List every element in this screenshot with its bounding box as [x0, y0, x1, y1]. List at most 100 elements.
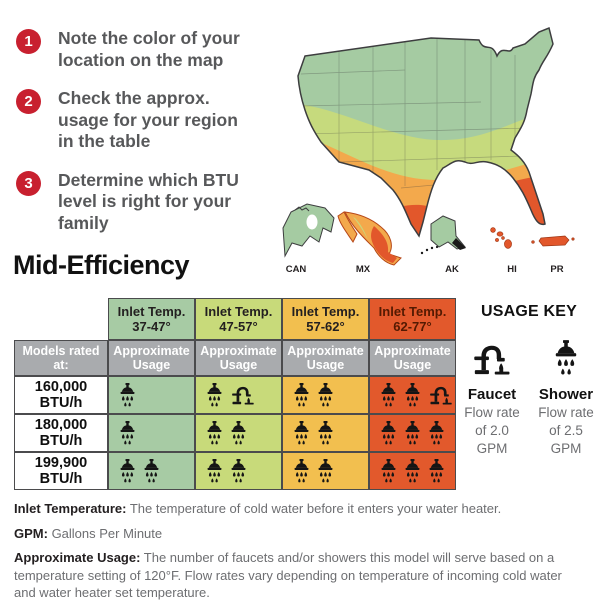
page-title: Mid-Efficiency: [13, 250, 190, 280]
usage-key-flow-line1: Flow rate: [464, 405, 520, 420]
model-label-cell: 160,000 BTU/h: [14, 376, 108, 414]
map-label-mx: MX: [355, 264, 371, 275]
inlet-temp-range: 57-62°: [306, 319, 345, 334]
state-borders: [300, 36, 530, 189]
step-number-badge: 1: [16, 29, 41, 54]
inlet-temp-header-cell: Inlet Temp. 47-57°: [195, 298, 282, 340]
model-label-cell: 180,000 BTU/h: [14, 414, 108, 452]
model-label-cell: 199,900 BTU/h: [14, 452, 108, 490]
shower-icon: [378, 421, 399, 446]
inlet-temp-header-cell: Inlet Temp. 37-47°: [108, 298, 195, 340]
shower-icon: [378, 459, 399, 484]
usage-key-flow-line1: Flow rate: [538, 405, 594, 420]
shower-icon: [228, 459, 249, 484]
usage-cell: [195, 376, 282, 414]
inlet-temp-label: Inlet Temp.: [204, 303, 273, 319]
shower-icon: [141, 459, 162, 484]
shower-icon: [204, 383, 225, 408]
approximate-usage-header-cell: Approximate Usage: [369, 340, 456, 376]
inlet-temp-range: 47-57°: [219, 319, 258, 334]
inlet-temp-label: Inlet Temp.: [117, 303, 186, 319]
climate-map: CAN MX AK HI PR: [281, 10, 597, 282]
shower-icon: [426, 421, 447, 446]
usage-key-icon-box: [471, 335, 513, 377]
shower-icon: [291, 383, 312, 408]
usage-cell: [195, 414, 282, 452]
footnote-text: Gallons Per Minute: [47, 525, 163, 541]
usage-key-item-faucet: Faucet Flow rate of 2.0 GPM: [458, 335, 526, 458]
faucet-icon: [471, 341, 513, 377]
shower-icon: [315, 383, 336, 408]
footnote-term: GPM:: [14, 525, 48, 541]
usage-cell: [195, 452, 282, 490]
usage-cell: [369, 414, 456, 452]
shower-icon: [291, 421, 312, 446]
footnote-text: The temperature of cold water before it …: [126, 501, 502, 516]
approximate-usage-header-cell: Approximate Usage: [282, 340, 369, 376]
inlet-temp-header-cell: Inlet Temp. 62-77°: [369, 298, 456, 340]
inlet-temp-label: Inlet Temp.: [291, 303, 360, 319]
step-text: Check the approx. usage for your region …: [58, 88, 238, 151]
map-label-ak: AK: [445, 264, 459, 275]
mexico-map: [337, 211, 402, 266]
step-number-badge: 3: [16, 170, 41, 196]
puerto-rico-map: [531, 235, 575, 247]
usage-key-flow-line2: of 2.0 GPM: [475, 423, 509, 456]
table-corner-spacer: [14, 298, 108, 340]
step-number-badge: 2: [16, 89, 41, 114]
usage-key: USAGE KEY Faucet Flow rate of 2.0 GPM Showe…: [458, 303, 600, 458]
usage-cell: [282, 452, 369, 490]
step-text: Determine which BTU level is right for y…: [58, 169, 239, 233]
shower-icon: [117, 459, 138, 484]
shower-icon: [204, 421, 225, 446]
hawaii-map: [490, 227, 512, 249]
footnote-term: Approximate Usage:: [14, 550, 141, 565]
step-item-3: 3 Determine which BTU level is right for …: [16, 170, 258, 235]
shower-icon: [378, 383, 399, 408]
footnote-text: The number of faucets and/or showers thi…: [14, 550, 562, 600]
steps-list: 1 Note the color of your location on the …: [16, 28, 246, 251]
usage-cell: [282, 376, 369, 414]
shower-icon: [426, 459, 447, 484]
usage-cell: [369, 376, 456, 414]
footnotes: Inlet Temperature: The temperature of co…: [14, 500, 586, 609]
shower-icon: [228, 421, 249, 446]
shower-icon: [291, 459, 312, 484]
usage-key-item-shower: Shower Flow rate of 2.5 GPM: [532, 335, 600, 458]
shower-icon: [402, 459, 423, 484]
footnote: Inlet Temperature: The temperature of co…: [14, 500, 586, 518]
footnote-term: Inlet Temperature:: [14, 501, 127, 516]
alaska-map: [420, 215, 466, 255]
usage-key-items: Faucet Flow rate of 2.0 GPM Shower Flow rate…: [458, 335, 600, 458]
usage-cell: [108, 452, 195, 490]
inlet-temp-label: Inlet Temp.: [378, 303, 447, 319]
usage-key-item-name: Shower: [538, 386, 594, 403]
us-map-outline: [297, 26, 554, 238]
step-item-2: 2 Check the approx. usage for your region…: [16, 88, 258, 153]
inlet-temp-range: 37-47°: [132, 319, 171, 334]
approximate-usage-header-cell: Approximate Usage: [108, 340, 195, 376]
step-text: Note the color of your location on the m…: [58, 28, 240, 70]
map-label-hi: HI: [507, 264, 517, 275]
shower-icon: [315, 421, 336, 446]
usage-cell: [108, 414, 195, 452]
usage-key-icon-box: [551, 335, 581, 377]
footnote: Approximate Usage: The number of faucets…: [14, 549, 586, 602]
usage-cell: [369, 452, 456, 490]
map-label-pr: PR: [550, 264, 564, 275]
usage-cell: [282, 414, 369, 452]
shower-icon: [402, 421, 423, 446]
inlet-temp-range: 62-77°: [393, 319, 432, 334]
usage-key-title: USAGE KEY: [480, 303, 578, 320]
canada-map: [282, 203, 335, 258]
usage-key-item-name: Faucet: [467, 386, 517, 403]
footnote: GPM: Gallons Per Minute: [14, 525, 586, 543]
faucet-icon: [428, 384, 454, 406]
shower-icon: [551, 340, 581, 377]
usage-cell: [108, 376, 195, 414]
shower-icon: [117, 383, 138, 408]
models-rated-at-cell: Models rated at:: [14, 340, 108, 376]
inlet-temp-header-cell: Inlet Temp. 57-62°: [282, 298, 369, 340]
usage-table: Inlet Temp. 37-47° Inlet Temp. 47-57° Inlet …: [14, 298, 456, 490]
